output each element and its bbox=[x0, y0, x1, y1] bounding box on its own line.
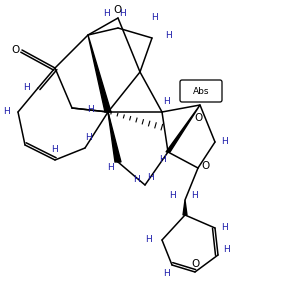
Text: H: H bbox=[192, 191, 198, 199]
Text: H: H bbox=[170, 191, 176, 199]
Text: H: H bbox=[52, 146, 58, 154]
Text: H: H bbox=[145, 236, 152, 245]
Text: O: O bbox=[191, 259, 199, 269]
Text: H: H bbox=[23, 84, 30, 92]
Text: H: H bbox=[164, 269, 170, 278]
Text: H: H bbox=[134, 175, 140, 185]
Polygon shape bbox=[183, 200, 187, 215]
Text: O: O bbox=[194, 113, 202, 123]
Text: Abs: Abs bbox=[193, 86, 209, 96]
Text: H: H bbox=[222, 224, 229, 232]
FancyBboxPatch shape bbox=[180, 80, 222, 102]
Text: O: O bbox=[114, 5, 122, 15]
Text: H: H bbox=[165, 30, 171, 40]
Text: H: H bbox=[3, 108, 10, 117]
Text: H: H bbox=[107, 162, 113, 172]
Text: H: H bbox=[164, 98, 170, 106]
Text: H: H bbox=[147, 172, 153, 181]
Text: H: H bbox=[223, 245, 229, 255]
Text: H: H bbox=[87, 104, 94, 113]
Text: H: H bbox=[86, 133, 92, 143]
Polygon shape bbox=[108, 112, 121, 162]
Polygon shape bbox=[88, 35, 111, 112]
Text: H: H bbox=[222, 137, 229, 146]
Text: O: O bbox=[11, 45, 19, 55]
Polygon shape bbox=[166, 105, 200, 152]
Text: H: H bbox=[152, 13, 158, 22]
Text: H: H bbox=[104, 9, 110, 18]
Text: O: O bbox=[202, 161, 210, 171]
Text: H: H bbox=[208, 96, 215, 104]
Text: H: H bbox=[119, 9, 125, 18]
Text: H: H bbox=[160, 156, 166, 164]
